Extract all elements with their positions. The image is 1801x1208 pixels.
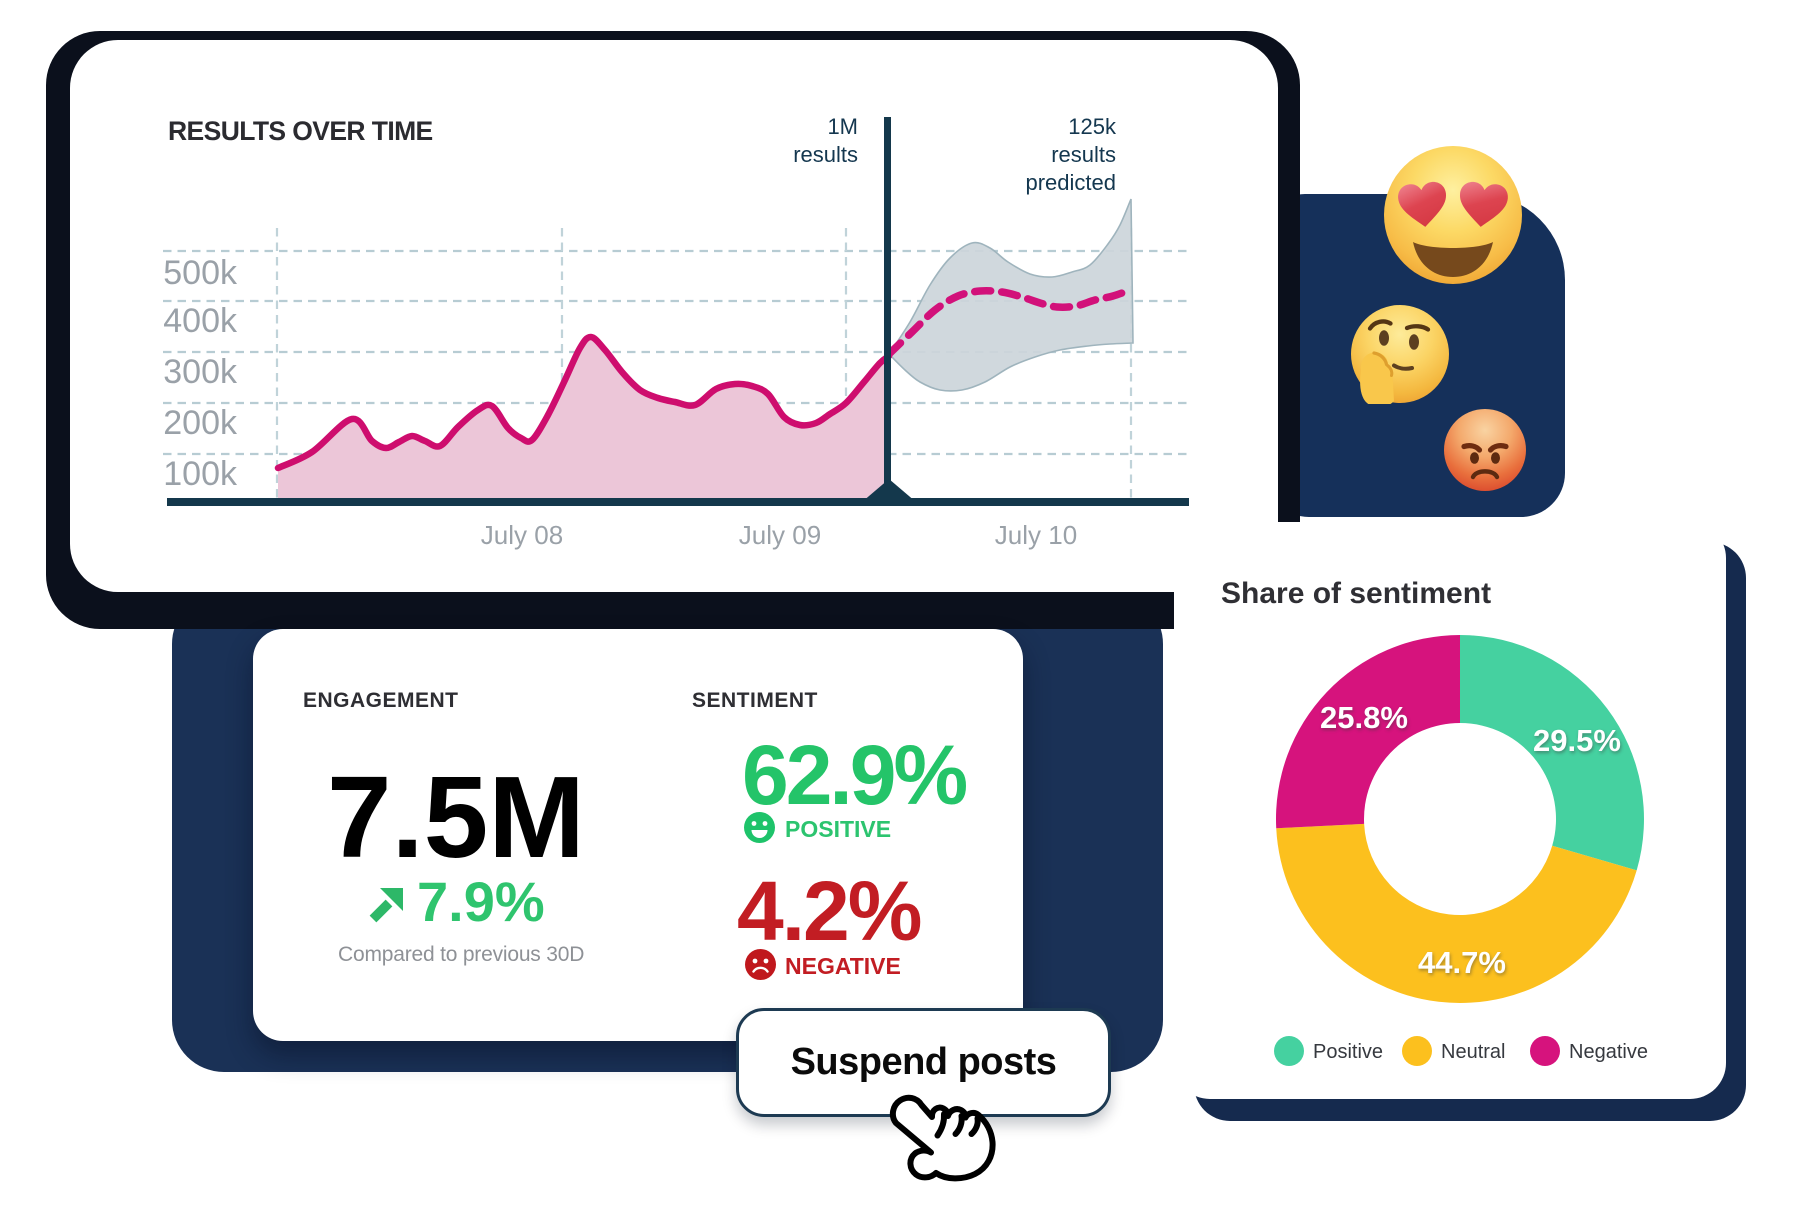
svg-text:400k: 400k (163, 302, 238, 340)
svg-text:200k: 200k (163, 404, 238, 442)
svg-text:44.7%: 44.7% (1418, 945, 1506, 980)
svg-text:July 09: July 09 (739, 520, 821, 550)
svg-text:Negative: Negative (1569, 1041, 1648, 1063)
svg-text:29.5%: 29.5% (1533, 723, 1621, 758)
svg-text:results: results (1051, 142, 1116, 167)
svg-text:500k: 500k (163, 254, 238, 292)
svg-text:100k: 100k (163, 455, 238, 493)
svg-text:25.8%: 25.8% (1320, 700, 1408, 735)
svg-text:results: results (793, 142, 858, 167)
svg-text:July 08: July 08 (481, 520, 563, 550)
svg-text:Neutral: Neutral (1441, 1041, 1505, 1063)
svg-text:125k: 125k (1068, 114, 1117, 139)
svg-text:Positive: Positive (1313, 1041, 1383, 1063)
svg-text:RESULTS OVER TIME: RESULTS OVER TIME (168, 116, 433, 146)
svg-text:predicted: predicted (1025, 170, 1116, 195)
svg-text:300k: 300k (163, 353, 238, 391)
svg-text:July 10: July 10 (995, 520, 1077, 550)
svg-text:1M: 1M (827, 114, 858, 139)
